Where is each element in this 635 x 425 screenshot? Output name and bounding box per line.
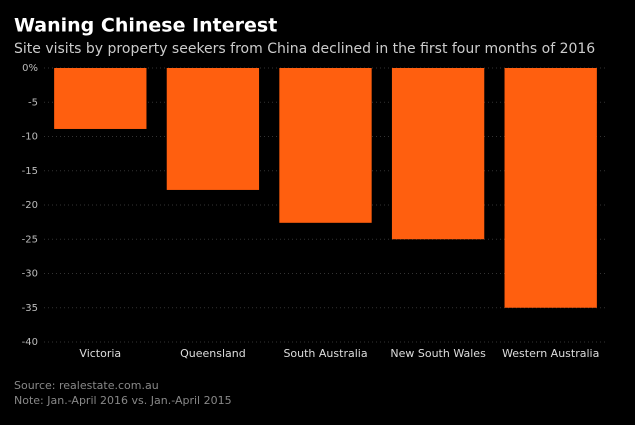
y-tick-label: -20	[22, 200, 38, 211]
x-tick-label: Queensland	[180, 347, 246, 360]
x-tick-label: South Australia	[283, 347, 367, 360]
bar	[279, 68, 372, 223]
source: Source: realestate.com.au	[14, 379, 159, 392]
bar	[166, 68, 260, 190]
bar	[504, 68, 597, 308]
y-tick-label: -5	[28, 97, 38, 108]
x-tick-label: New South Wales	[390, 347, 486, 360]
chart-title: Waning Chinese Interest	[14, 15, 277, 37]
y-tick-label: -25	[22, 234, 38, 245]
bar	[391, 68, 485, 240]
y-tick-label: -10	[22, 132, 38, 143]
y-tick-label: -30	[22, 269, 38, 280]
x-tick-label: Victoria	[79, 347, 121, 360]
y-tick-label: 0%	[22, 63, 38, 74]
y-tick-label: -35	[22, 303, 38, 314]
chart-subtitle: Site visits by property seekers from Chi…	[14, 41, 595, 57]
y-tick-label: -15	[22, 166, 38, 177]
x-tick-label: Western Australia	[502, 347, 599, 360]
bar	[54, 68, 147, 129]
note: Note: Jan.-April 2016 vs. Jan.-April 201…	[14, 394, 232, 407]
y-tick-label: -40	[22, 337, 38, 348]
